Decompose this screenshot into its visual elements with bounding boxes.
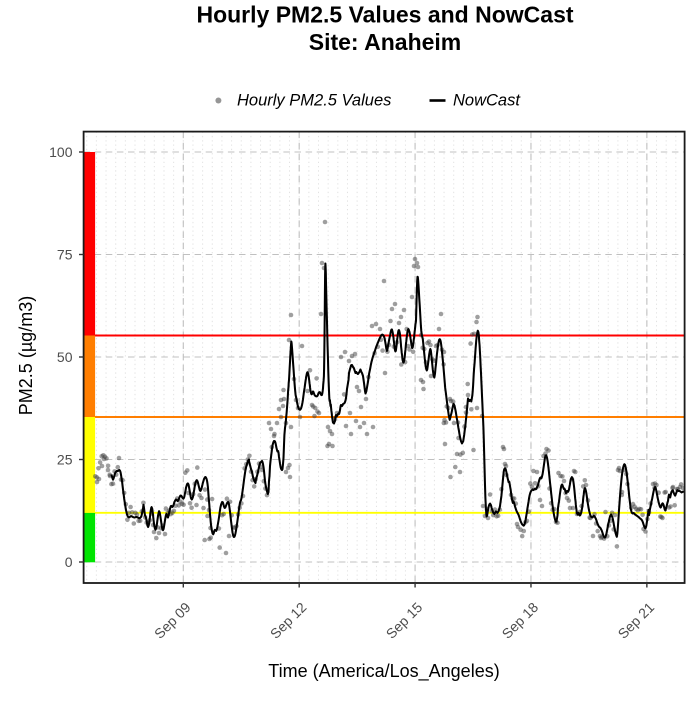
svg-text:Hourly PM2.5 Values and NowCas: Hourly PM2.5 Values and NowCast (196, 2, 573, 28)
svg-text:0: 0 (65, 554, 73, 570)
svg-text:75: 75 (57, 246, 73, 262)
svg-text:Site: Anaheim: Site: Anaheim (309, 29, 462, 55)
svg-text:50: 50 (57, 349, 73, 365)
svg-text:Hourly PM2.5 Values: Hourly PM2.5 Values (237, 92, 391, 110)
svg-text:PM2.5 (µg/m3): PM2.5 (µg/m3) (16, 296, 36, 415)
svg-text:Time (America/Los_Angeles): Time (America/Los_Angeles) (268, 661, 499, 682)
svg-text:25: 25 (57, 451, 73, 467)
svg-text:100: 100 (49, 144, 73, 160)
svg-text:NowCast: NowCast (453, 92, 521, 110)
